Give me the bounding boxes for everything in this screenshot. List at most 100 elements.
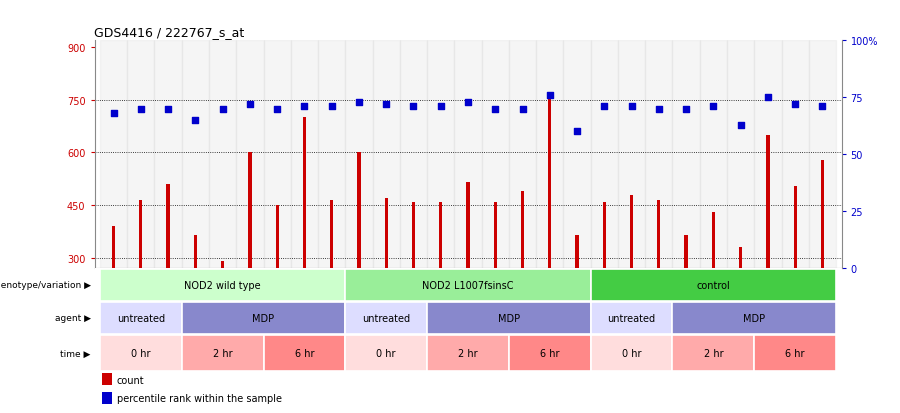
Bar [493, 202, 497, 268]
Point [706, 104, 721, 110]
Bar [182, 41, 209, 268]
Bar [140, 200, 142, 268]
Text: agent ▶: agent ▶ [55, 313, 91, 323]
Text: untreated: untreated [362, 313, 410, 323]
Bar [508, 41, 536, 268]
Text: untreated: untreated [608, 313, 655, 323]
Point [461, 99, 475, 106]
Bar [100, 41, 127, 268]
Point [815, 104, 830, 110]
Bar [727, 41, 754, 268]
Point [760, 95, 775, 102]
Text: MDP: MDP [743, 313, 765, 323]
Bar [373, 41, 400, 268]
Text: MDP: MDP [253, 313, 274, 323]
Point [543, 93, 557, 99]
Bar [754, 41, 781, 268]
Text: NOD2 L1007fsinsC: NOD2 L1007fsinsC [422, 280, 514, 290]
Bar [264, 335, 346, 371]
Bar [127, 41, 155, 268]
Text: 6 hr: 6 hr [786, 348, 805, 358]
Bar [182, 302, 346, 334]
Bar [630, 195, 634, 268]
Bar [166, 185, 170, 268]
Bar [685, 235, 688, 268]
Bar [428, 335, 508, 371]
Point [570, 129, 584, 135]
Point [679, 106, 693, 113]
Point [106, 111, 121, 117]
Bar [521, 192, 524, 268]
Bar [645, 41, 672, 268]
Bar [209, 41, 237, 268]
Bar [482, 41, 508, 268]
Text: 0 hr: 0 hr [622, 348, 642, 358]
Bar [672, 302, 836, 334]
Bar [754, 335, 836, 371]
Text: count: count [117, 375, 145, 385]
Bar [412, 202, 415, 268]
Bar [428, 302, 590, 334]
Bar [102, 373, 112, 385]
Bar [712, 213, 715, 268]
Bar [102, 392, 112, 404]
Point [597, 104, 611, 110]
Text: 2 hr: 2 hr [704, 348, 724, 358]
Point [379, 102, 393, 108]
Bar [346, 335, 428, 371]
Bar [575, 235, 579, 268]
Text: NOD2 wild type: NOD2 wild type [184, 280, 261, 290]
Bar [400, 41, 428, 268]
Bar [590, 302, 672, 334]
Point [788, 102, 803, 108]
Point [516, 106, 530, 113]
Bar [590, 269, 836, 301]
Text: percentile rank within the sample: percentile rank within the sample [117, 394, 282, 404]
Bar [548, 99, 552, 268]
Text: GDS4416 / 222767_s_at: GDS4416 / 222767_s_at [94, 26, 245, 39]
Text: 0 hr: 0 hr [376, 348, 396, 358]
Bar [657, 200, 661, 268]
Bar [590, 41, 618, 268]
Bar [794, 186, 796, 268]
Bar [618, 41, 645, 268]
Bar [672, 41, 699, 268]
Point [488, 106, 502, 113]
Text: 6 hr: 6 hr [294, 348, 314, 358]
Bar [182, 335, 264, 371]
Point [188, 117, 202, 124]
Point [270, 106, 284, 113]
Point [352, 99, 366, 106]
Bar [264, 41, 291, 268]
Point [215, 106, 230, 113]
Text: 2 hr: 2 hr [212, 348, 232, 358]
Bar [100, 269, 346, 301]
Bar [291, 41, 318, 268]
Bar [155, 41, 182, 268]
Bar [821, 160, 824, 268]
Bar [766, 135, 770, 268]
Point [297, 104, 311, 110]
Point [133, 106, 148, 113]
Bar [466, 183, 470, 268]
Bar [384, 199, 388, 268]
Bar [100, 335, 182, 371]
Point [243, 102, 257, 108]
Text: control: control [697, 280, 730, 290]
Bar [739, 247, 742, 268]
Text: untreated: untreated [117, 313, 165, 323]
Bar [590, 335, 672, 371]
Text: 2 hr: 2 hr [458, 348, 478, 358]
Bar [346, 302, 428, 334]
Bar [248, 153, 251, 268]
Point [161, 106, 176, 113]
Bar [237, 41, 264, 268]
Bar [428, 41, 454, 268]
Text: time ▶: time ▶ [60, 349, 91, 358]
Bar [194, 235, 197, 268]
Point [406, 104, 420, 110]
Bar [672, 335, 754, 371]
Point [652, 106, 666, 113]
Point [325, 104, 339, 110]
Bar [699, 41, 727, 268]
